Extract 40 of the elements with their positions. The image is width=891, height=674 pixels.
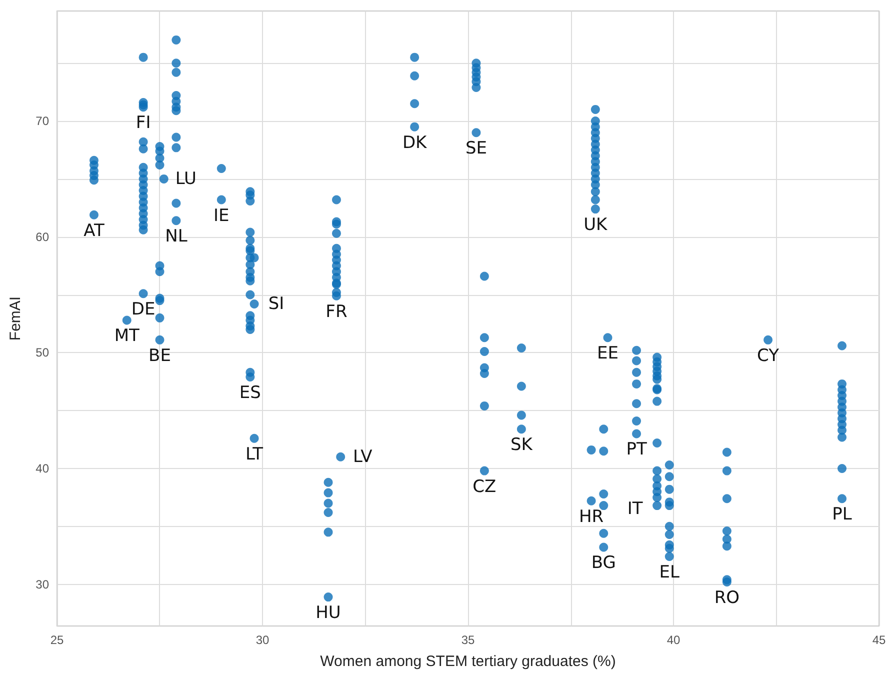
annotation: SE [465, 138, 487, 159]
annotation: PT [626, 440, 648, 460]
annotation: DK [402, 132, 428, 153]
y-axis-title: FemAI [7, 296, 24, 341]
annotation: BE [148, 346, 171, 366]
annotation: IT [627, 499, 644, 520]
x-tick-label: 40 [666, 633, 680, 647]
y-tick-label: 70 [36, 114, 50, 128]
x-tick-label: 30 [256, 633, 270, 647]
x-tick-label: 45 [872, 633, 886, 647]
x-tick-label: 35 [461, 633, 475, 647]
annotation: UK [584, 215, 608, 236]
annotation: SK [510, 435, 534, 456]
annotation: FR [326, 302, 348, 322]
annotation: EE [597, 344, 618, 364]
annotation: HU [316, 603, 341, 624]
y-tick-label: 60 [36, 230, 50, 244]
annotation: HR [578, 506, 604, 527]
y-tick-label: 40 [36, 461, 50, 476]
annotation: IE [214, 206, 230, 226]
x-axis-title: Women among STEM tertiary graduates (%) [320, 653, 616, 670]
annotation: RO [714, 588, 740, 608]
annotation: LV [352, 446, 373, 467]
annotation: CY [757, 346, 780, 366]
annotation: FI [136, 113, 151, 134]
annotation: PL [832, 504, 852, 525]
y-tick-label: 50 [36, 346, 50, 360]
annotation: MT [114, 326, 140, 346]
annotation: LT [246, 444, 264, 464]
annotation: LU [175, 168, 196, 189]
y-tick-label: 30 [36, 577, 50, 592]
annotation: ES [239, 382, 261, 403]
annotation: CZ [472, 476, 496, 497]
annotation: SI [268, 294, 284, 314]
x-tick-label: 25 [50, 633, 64, 647]
annotation: NL [165, 226, 188, 247]
annotation: AT [84, 220, 105, 241]
annotation: DE [131, 300, 156, 320]
annotation: EL [659, 562, 680, 583]
annotation: BG [591, 553, 616, 574]
